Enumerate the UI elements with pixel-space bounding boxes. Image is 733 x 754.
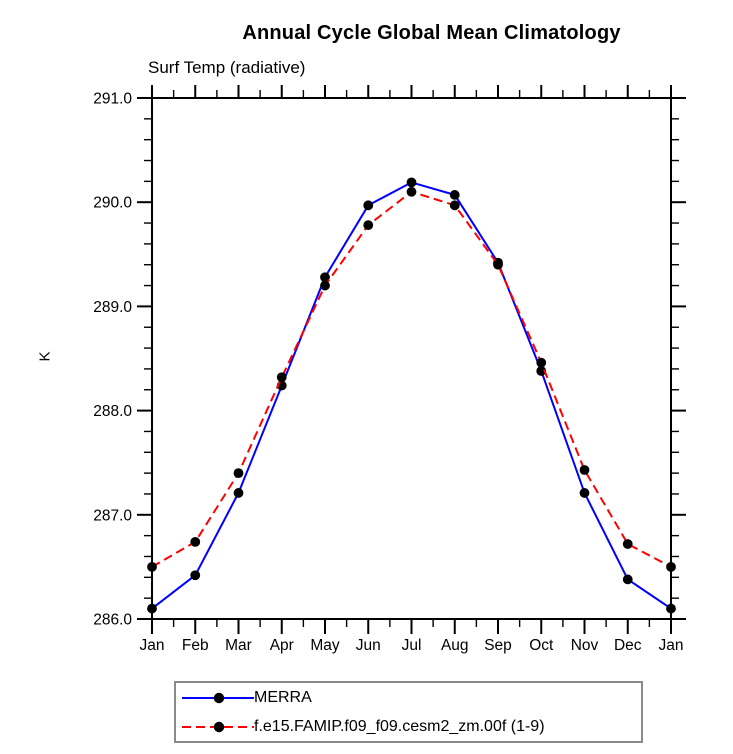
series-line-merra [151,181,672,610]
data-point-marker [320,272,330,283]
axis-frame [151,97,672,620]
x-tick-label: Apr [270,637,294,654]
data-point-marker [147,603,157,614]
data-point-marker [622,574,633,585]
data-point-marker [406,177,417,188]
legend-line-sample-solid-icon [182,692,254,703]
y-tick-label: 288.0 [93,403,132,420]
data-point-marker [190,536,201,547]
x-tick-label: May [310,637,340,654]
data-point-marker [276,372,287,383]
data-point-marker [363,220,374,231]
x-tick-label: Dec [614,637,642,654]
data-point-marker [233,468,244,479]
data-point-marker [622,539,633,549]
data-point-marker [579,488,590,498]
data-point-marker [449,190,460,200]
data-point-marker [666,603,676,614]
x-tick-label: Oct [529,637,554,654]
data-point-marker [233,488,244,498]
x-tick-label: Jul [402,637,422,654]
y-tick-label: 287.0 [93,507,132,524]
x-tick-label: Jun [356,637,381,654]
legend: MERRA f.e15.FAMIP.f09_f09.cesm2_zm.00f (… [174,681,643,743]
legend-row-model: f.e15.FAMIP.f09_f09.cesm2_zm.00f (1-9) [180,712,641,741]
legend-line-sample-dashed-icon [182,721,254,732]
data-point-marker [449,200,460,211]
y-tick-label: 289.0 [93,299,132,316]
x-tick-label: Mar [225,637,252,654]
x-tick-label: Jan [659,637,684,654]
y-tick-label: 286.0 [93,612,132,629]
x-tick-label: Jan [140,637,165,654]
chart-subtitle: Surf Temp (radiative) [148,58,306,77]
legend-label-model: f.e15.FAMIP.f09_f09.cesm2_zm.00f (1-9) [254,717,545,735]
x-tick-label: Sep [484,637,512,654]
legend-label-merra: MERRA [254,688,312,706]
data-point-marker [493,259,503,270]
data-point-marker [190,570,201,581]
data-point-marker [666,562,676,572]
data-point-marker [536,357,547,368]
data-point-marker [406,186,417,197]
chart-title: Annual Cycle Global Mean Climatology [242,22,621,44]
data-point-marker [536,366,547,376]
data-point-marker [363,200,374,211]
chart-plot-area: 286.0 287.0 288.0 289.0 290.0 291.0 Jan Feb Mar A… [93,85,686,654]
x-tick-label: Feb [182,637,209,654]
y-tick-label: 291.0 [93,91,132,108]
legend-row-merra: MERRA [180,683,641,712]
y-tick-label: 290.0 [93,195,132,212]
x-tick-label: Nov [571,637,599,654]
data-point-marker [320,280,330,291]
x-tick-label: Aug [441,637,469,654]
data-point-marker [147,562,157,572]
data-point-marker [579,465,590,475]
